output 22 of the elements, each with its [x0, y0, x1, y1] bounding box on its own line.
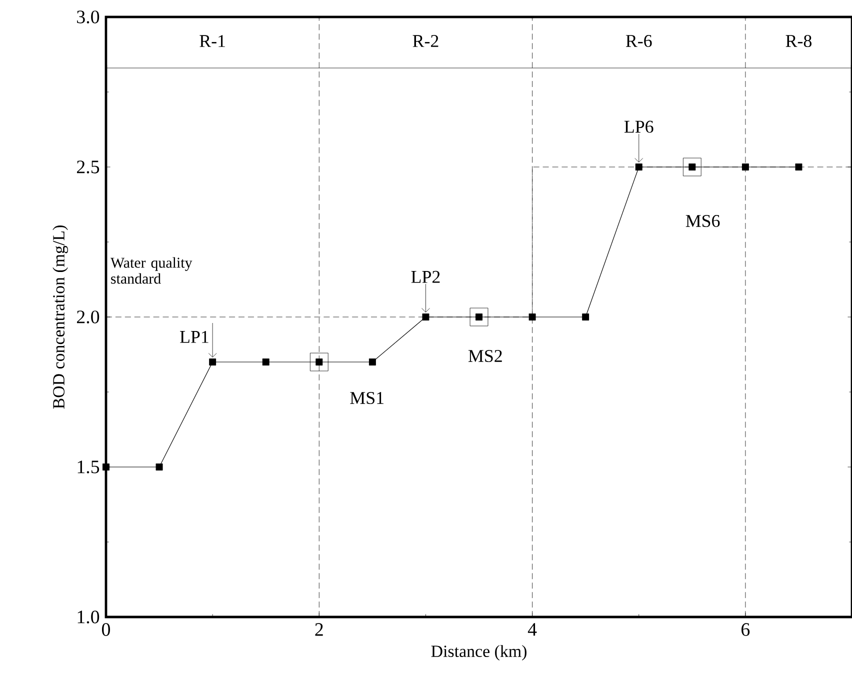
band-label: R-2 — [412, 35, 438, 47]
y-tick-label: 2.5 — [76, 160, 100, 174]
band-label: R-1 — [200, 35, 225, 47]
y-tick-label: 3.0 — [77, 10, 100, 24]
band-label: R-8 — [786, 34, 812, 48]
y-tick-label: 1.5 — [78, 460, 100, 474]
annotation: MS2 — [468, 350, 502, 362]
annotation: LP2 — [411, 270, 440, 283]
y-tick-label: 1.0 — [78, 610, 100, 624]
annotation: LP6 — [624, 120, 654, 133]
y-axis-title: BOD concentration (mg/L) — [52, 226, 68, 409]
x-tick-label: 4 — [528, 623, 537, 636]
y-tick-label: 2.0 — [76, 310, 100, 324]
x-tick-label: 0 — [102, 623, 110, 636]
x-tick-label: 2 — [315, 623, 323, 636]
annotation: MS1 — [350, 392, 384, 404]
x-tick-label: 6 — [742, 623, 750, 636]
x-axis-title: Distance (km) — [431, 645, 526, 660]
band-label: R-6 — [626, 34, 652, 48]
annotation: Water quality standard — [110, 257, 192, 284]
annotation: MS6 — [686, 214, 720, 228]
annotation: LP1 — [180, 330, 208, 343]
